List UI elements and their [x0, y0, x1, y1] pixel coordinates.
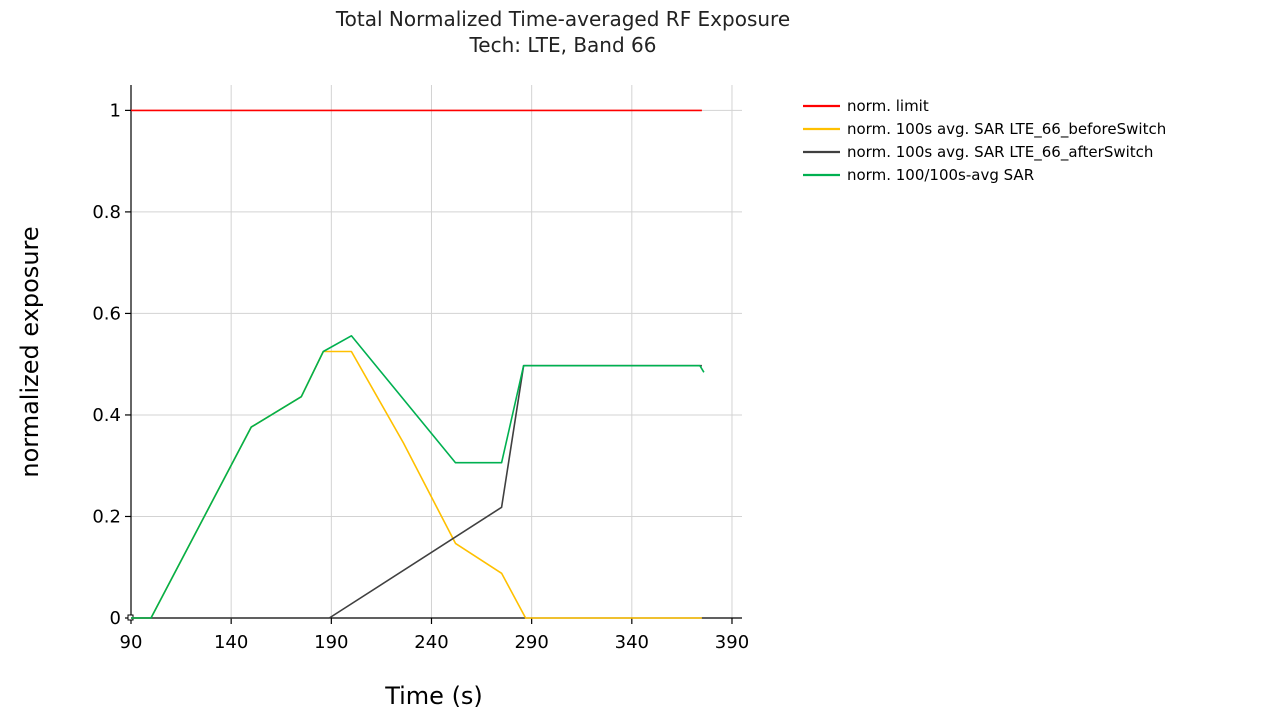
y-tick-label: 0.6 — [92, 303, 121, 324]
x-tick-label: 290 — [514, 632, 548, 653]
legend-label: norm. limit — [847, 97, 929, 115]
chart-subtitle: Tech: LTE, Band 66 — [468, 33, 656, 57]
y-tick-label: 0.2 — [92, 506, 121, 527]
y-axis-label: normalized exposure — [16, 226, 44, 477]
legend-label: norm. 100s avg. SAR LTE_66_beforeSwitch — [847, 120, 1166, 139]
series-line-2 — [131, 350, 702, 619]
y-tick-label: 0.8 — [92, 202, 121, 223]
legend-label: norm. 100/100s-avg SAR — [847, 166, 1034, 184]
x-axis-label: Time (s) — [384, 682, 483, 710]
legend: norm. limit norm. 100s avg. SAR LTE_66_be… — [803, 97, 1166, 184]
tick-layer: 90 140 190 240 290 340 390 0 0.2 0.4 0.6 0.8 1 — [92, 100, 749, 653]
grid-layer — [131, 85, 742, 618]
legend-label: norm. 100s avg. SAR LTE_66_afterSwitch — [847, 143, 1153, 162]
y-tick-label: 0.4 — [92, 405, 121, 426]
x-tick-label: 140 — [214, 632, 248, 653]
x-tick-label: 390 — [715, 632, 749, 653]
axis-layer — [125, 85, 742, 624]
chart-title: Total Normalized Time-averaged RF Exposu… — [335, 7, 790, 31]
x-tick-label: 240 — [414, 632, 448, 653]
x-tick-label: 90 — [120, 632, 143, 653]
series-layer — [131, 109, 705, 619]
series-line-4 — [131, 334, 705, 619]
x-tick-label: 340 — [615, 632, 649, 653]
y-tick-label: 1 — [110, 100, 121, 121]
x-tick-label: 190 — [314, 632, 348, 653]
y-tick-label: 0 — [110, 608, 121, 629]
